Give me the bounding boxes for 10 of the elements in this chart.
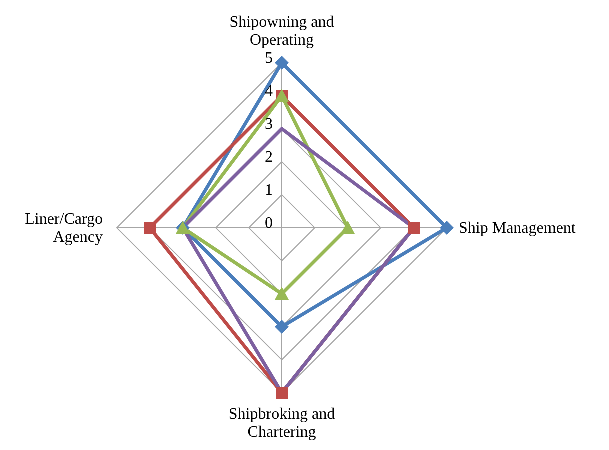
spoke-label: Ship Management bbox=[459, 220, 576, 237]
y-tick-label: 5 bbox=[265, 50, 273, 67]
spoke-label: Shipbroking and Chartering bbox=[228, 406, 336, 441]
y-tick-label: 1 bbox=[265, 182, 273, 199]
y-tick-label: 4 bbox=[265, 83, 273, 100]
spoke-label: Liner/Cargo Agency bbox=[25, 211, 103, 246]
y-tick-label: 3 bbox=[265, 116, 273, 133]
y-tick-label: 2 bbox=[265, 149, 273, 166]
spoke-label: Shipowning and Operating bbox=[230, 14, 334, 49]
y-tick-label: 0 bbox=[265, 215, 273, 232]
